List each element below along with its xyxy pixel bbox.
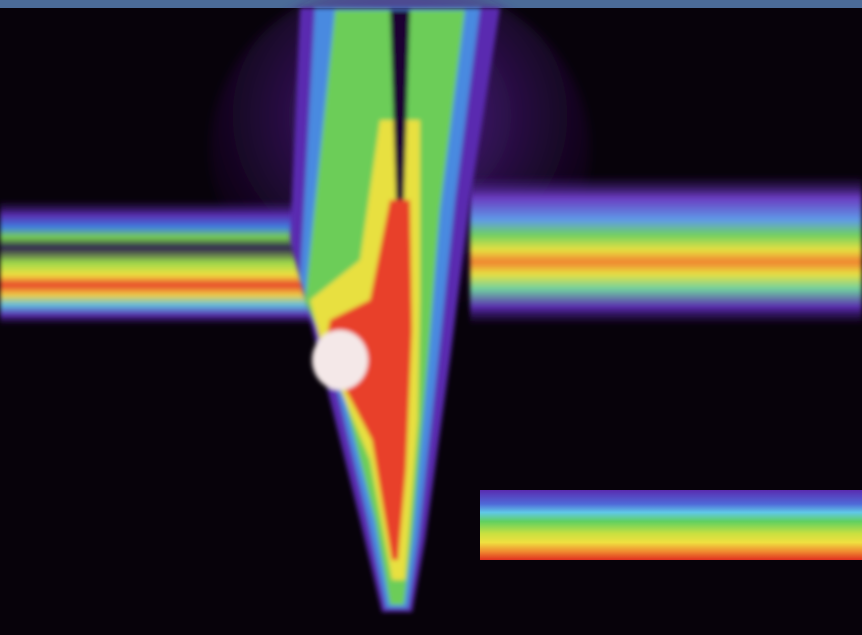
right-band	[470, 175, 862, 325]
spectrogram-image	[0, 0, 862, 635]
color-bar	[480, 490, 862, 560]
left-band	[0, 200, 320, 325]
funnel-white-spot	[312, 330, 368, 390]
page: {}	[0, 0, 862, 635]
